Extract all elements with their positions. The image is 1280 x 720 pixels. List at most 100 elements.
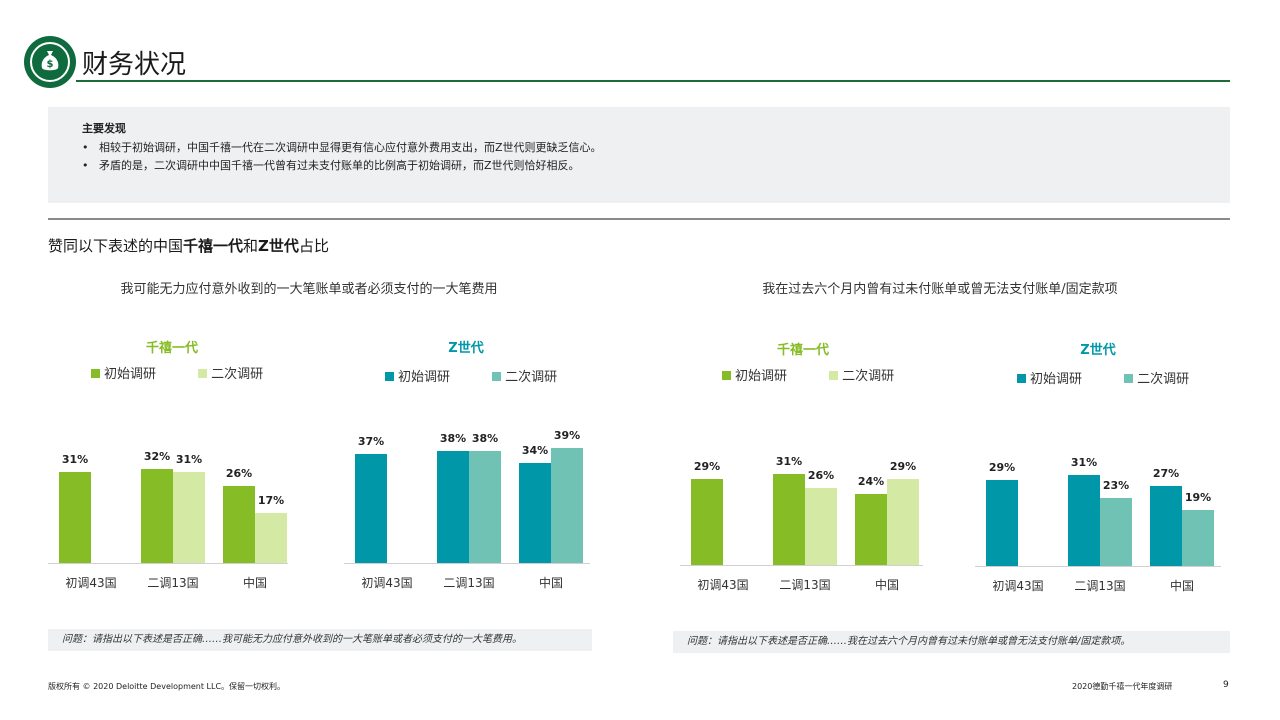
bar-second-3 [255,512,287,563]
data-label: 31% [775,454,803,468]
finding-item-1: • 相较于初始调研，中国千禧一代在二次调研中显得更有信心应付意外费用支出，而Z世… [82,141,602,154]
x-axis-line [680,565,923,566]
legend-item-initial: 初始调研 [385,370,450,385]
category-label: 中国 [242,576,267,590]
category-label: 中国 [538,576,563,590]
category-label: 初调43国 [361,576,413,590]
category-label: 二调13国 [147,576,199,590]
bar-second-2 [805,488,837,565]
bar-initial-3 [855,494,887,565]
finding-item-2: • 矛盾的是，二次调研中中国千禧一代曾有过未支付账单的比例高于初始调研，而Z世代… [82,159,580,172]
category-label: 初调43国 [65,576,117,590]
x-axis-line [344,563,590,564]
legend-item-second: 二次调研 [1124,372,1189,387]
legend-swatch-initial [385,372,394,381]
legend-item-second: 二次调研 [198,367,263,382]
bar-initial-3 [223,486,255,563]
question-note-1: 问题：请指出以下表述是否正确……我可能无力应付意外收到的一大笔账单或者必须支付的… [48,629,592,651]
data-label: 38% [439,431,467,445]
data-label: 39% [553,428,581,442]
money-bag-icon: $ [41,51,59,71]
legend-swatch-second [1124,374,1134,383]
title-rule [76,80,1230,82]
data-label: 32% [143,449,171,463]
bar-second-3 [887,479,919,565]
key-findings-heading: 主要发现 [82,122,126,135]
x-axis-line [975,566,1221,567]
svg-text:$: $ [47,59,54,70]
panel-title-genz-2: Z世代 [1080,343,1116,358]
legend-item-initial: 初始调研 [1017,372,1082,387]
legend-millennials-2: 初始调研 二次调研 [722,365,894,384]
finding-text-2: 矛盾的是，二次调研中中国千禧一代曾有过未支付账单的比例高于初始调研，而Z世代则恰… [98,159,580,172]
legend-item-initial: 初始调研 [722,369,787,384]
bar-chart-genz-unexpected-bill: 37% 初调43国 38% 38% 二调13国 34% 39% 中国 [344,0,590,720]
data-label: 23% [1102,479,1130,493]
bar-initial-2 [773,473,805,565]
section-heading: 赞同以下表述的中国千禧一代和Z世代占比 [48,237,329,255]
legend-item-initial: 初始调研 [91,367,156,382]
chart-2-title: 我在过去六个月内曾有过未付账单或曾无法支付账单/固定款项 [762,282,1118,297]
bar-second-2 [1100,498,1132,566]
panel-title-millennials-1: 千禧一代 [145,341,198,356]
x-axis-line [48,563,288,564]
legend-millennials-1: 初始调研 二次调研 [91,363,263,382]
bar-second-2 [469,450,501,563]
data-label: 38% [471,431,499,445]
legend-item-second: 二次调研 [829,369,894,384]
data-label: 34% [521,443,549,457]
data-label: 19% [1184,490,1212,504]
legend-swatch-initial [1017,374,1026,383]
chart-1-title: 我可能无力应付意外收到的一大笔账单或者必须支付的一大笔费用 [120,282,498,297]
data-label: 37% [357,434,385,448]
bar-initial-1 [691,479,723,565]
footer-copyright: 版权所有 © 2020 Deloitte Development LLC。保留一… [48,682,286,691]
legend-swatch-initial [722,371,731,380]
legend-swatch-initial [91,369,100,378]
bar-chart-genz-unpaid-bills: 29% 初调43国 31% 23% 二调13国 27% 19% 中国 [975,0,1221,720]
category-label: 中国 [1169,579,1194,593]
category-label: 二调13国 [779,578,831,592]
bar-initial-1 [59,471,91,563]
data-label: 31% [61,452,89,466]
data-label: 27% [1152,467,1180,481]
bar-chart-millennials-unexpected-bill: 31% 初调43国 32% 31% 二调13国 26% 17% 中国 [48,0,288,720]
legend-swatch-second [829,371,839,380]
bar-second-3 [1182,509,1214,566]
category-label: 初调43国 [992,579,1044,593]
logo-ring [30,42,70,82]
finding-text-1: 相较于初始调研，中国千禧一代在二次调研中显得更有信心应付意外费用支出，而Z世代则… [98,141,602,154]
bar-second-2 [173,471,205,563]
category-label: 中国 [874,578,899,592]
category-label: 二调13国 [443,576,495,590]
category-label: 二调13国 [1074,579,1126,593]
data-label: 17% [257,493,285,507]
bar-initial-3 [1150,486,1182,566]
bar-initial-2 [1068,474,1100,566]
legend-genz-2: 初始调研 二次调研 [1017,368,1189,387]
legend-item-second: 二次调研 [492,370,557,385]
panel-title-millennials-2: 千禧一代 [776,343,829,358]
question-note-2: 问题：请指出以下表述是否正确……我在过去六个月内曾有过未付账单或曾无法支付账单/… [673,631,1230,653]
key-findings-box [48,107,1230,203]
data-label: 29% [988,461,1016,475]
bar-second-3 [551,447,583,563]
data-label: 31% [175,452,203,466]
bar-initial-3 [519,462,551,563]
bar-initial-2 [141,468,173,563]
page-number: 9 [1223,680,1229,690]
legend-swatch-second [492,372,502,381]
data-label: 29% [693,460,721,474]
data-label: 29% [889,460,917,474]
legend-genz-1: 初始调研 二次调研 [385,366,557,385]
bar-initial-1 [986,480,1018,566]
bar-initial-2 [437,450,469,563]
category-label: 初调43国 [697,578,749,592]
footer-report-name: 2020德勤千禧一代年度调研 [1072,682,1173,691]
legend-swatch-second [198,369,208,378]
section-divider [48,218,1230,220]
panel-title-genz-1: Z世代 [448,341,484,356]
bar-chart-millennials-unpaid-bills: 29% 初调43国 31% 26% 二调13国 24% 29% 中国 [680,0,923,720]
page-title: 财务状况 [82,50,187,80]
data-label: 31% [1070,455,1098,469]
